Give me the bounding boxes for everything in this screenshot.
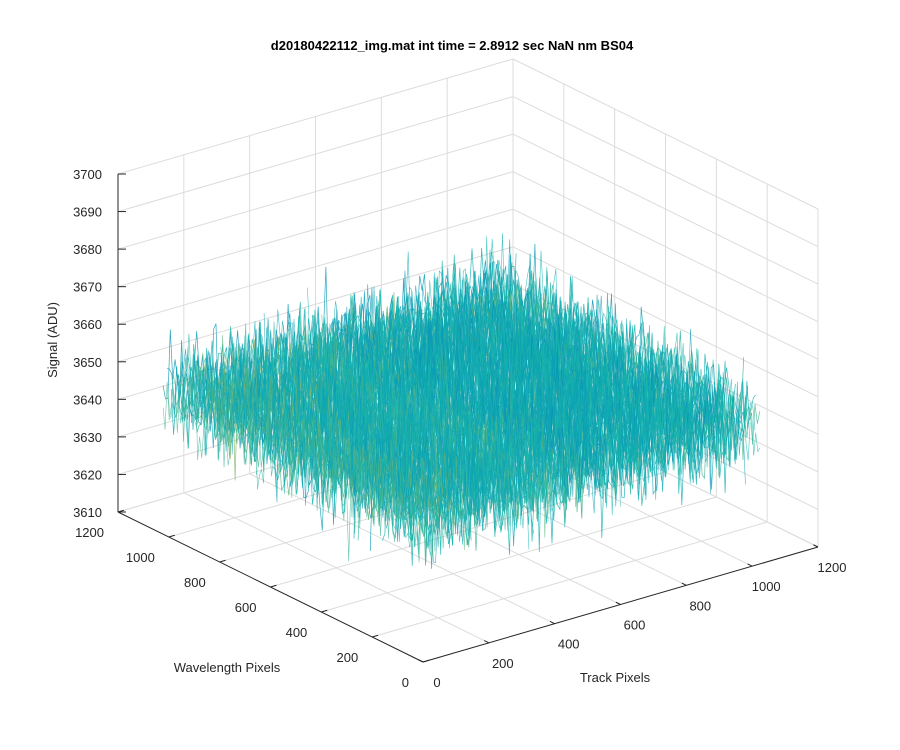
x-tick-mark <box>549 620 555 625</box>
z-axis-label: Signal (ADU) <box>45 302 60 378</box>
y-tick-label: 200 <box>336 650 358 665</box>
z-tick-label: 3660 <box>73 317 102 332</box>
z-tick-label: 3680 <box>73 242 102 257</box>
y-tick-label: 0 <box>402 675 409 690</box>
surface-strand-x <box>167 346 429 564</box>
x-axis-label: Track Pixels <box>580 670 651 685</box>
backwall-gridline-z <box>117 171 514 288</box>
surface-strand-x <box>182 360 443 548</box>
backwall-gridline-z <box>117 208 514 325</box>
surface-strand-x <box>307 287 568 508</box>
x-tick-label: 400 <box>558 637 580 652</box>
x-tick-label: 1000 <box>752 579 781 594</box>
sidewall-gridline-z <box>512 208 819 360</box>
backwall-gridline-z <box>117 96 514 213</box>
z-tick-label: 3670 <box>73 280 102 295</box>
y-tick-label: 1200 <box>75 525 104 540</box>
x-tick-mark <box>484 640 490 644</box>
floor-gridline-y <box>372 521 768 638</box>
x-tick-label: 600 <box>624 618 646 633</box>
z-tick-label: 3610 <box>73 505 102 520</box>
surface-layer <box>162 233 761 569</box>
y-tick-mark <box>321 609 328 613</box>
x-tick-label: 0 <box>433 675 440 690</box>
backwall-gridline-z <box>117 246 514 363</box>
z-tick-label: 3650 <box>73 355 102 370</box>
y-tick-label: 1000 <box>126 550 155 565</box>
surface-strand-x <box>297 324 559 512</box>
surface-strand-x <box>302 314 563 505</box>
sidewall-gridline-z <box>512 133 819 285</box>
sidewall-gridline-z <box>512 246 819 398</box>
sidewall-gridline-z <box>512 171 819 323</box>
x-tick-mark <box>615 601 621 605</box>
axis-layer: 0 200 400 600 800 1000 1200 0 200 400 600 800 1000 12… <box>73 167 846 690</box>
z-tick-label: 3640 <box>73 392 102 407</box>
y-tick-mark <box>219 559 226 563</box>
surface-strand-x <box>162 354 424 563</box>
y-tick-label: 800 <box>184 575 206 590</box>
surface-strand-x <box>177 348 438 564</box>
y-tick-mark <box>422 659 430 663</box>
y-tick-mark <box>270 584 277 588</box>
x-tick-mark <box>418 659 424 663</box>
surface-strand-x <box>278 330 539 515</box>
x-tick-mark <box>747 563 753 567</box>
y-axis-label: Wavelength Pixels <box>174 660 281 675</box>
x-tick-mark <box>813 544 819 548</box>
backwall-gridline-z <box>117 133 514 250</box>
y-tick-mark <box>372 634 379 638</box>
surface-strand-x <box>369 286 631 507</box>
y-tick-mark <box>168 534 175 538</box>
z-tick-label: 3620 <box>73 467 102 482</box>
surface-strand-x <box>244 321 506 532</box>
y-tick-label: 600 <box>235 600 257 615</box>
z-tick-label: 3630 <box>73 430 102 445</box>
x-tick-label: 800 <box>689 598 711 613</box>
x-tick-mark <box>681 582 687 586</box>
sidewall-gridline-z <box>512 96 819 248</box>
z-tick-label: 3700 <box>73 167 102 182</box>
floor-gridline-y <box>321 496 717 613</box>
chart-title: d20180422112_img.mat int time = 2.8912 s… <box>271 38 634 53</box>
x-tick-label: 1200 <box>818 560 847 575</box>
sidewall-gridline-z <box>512 58 819 210</box>
y-tick-label: 400 <box>286 625 308 640</box>
backwall-gridline-z <box>117 58 514 175</box>
x-tick-label: 200 <box>492 656 514 671</box>
z-tick-label: 3690 <box>73 205 102 220</box>
